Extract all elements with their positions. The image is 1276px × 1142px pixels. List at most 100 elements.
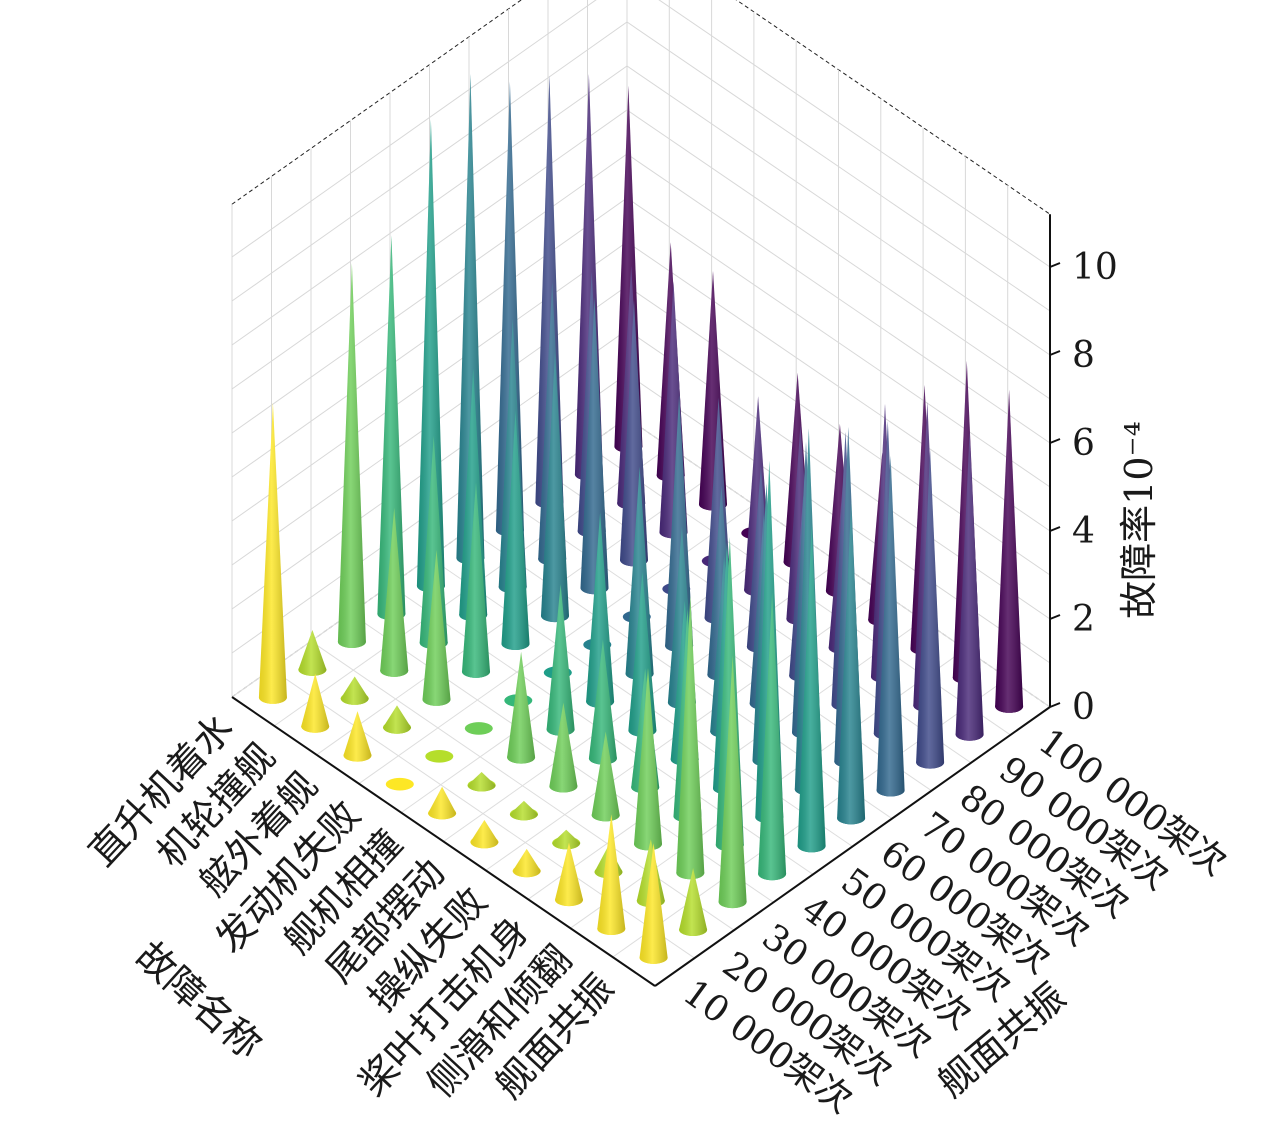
cone-2-1 — [383, 705, 411, 734]
cone-9-5 — [837, 501, 866, 825]
cone-shading — [546, 584, 575, 736]
cone-shading — [340, 676, 369, 705]
cone-1-1 — [340, 676, 369, 705]
cone-shading — [758, 592, 787, 881]
z-tick-label: 2 — [1072, 599, 1095, 640]
cone-shading — [679, 868, 708, 936]
z-grid-line — [231, 0, 1051, 268]
cone-shading — [837, 501, 866, 825]
cone-shading — [876, 455, 905, 797]
cone-base — [425, 750, 454, 763]
cone-9-2 — [718, 655, 747, 909]
cone-5-1 — [509, 800, 538, 821]
z-axis-ticks: 0 2 4 6 8 10 — [1049, 247, 1118, 728]
cone-9-9 — [995, 389, 1024, 713]
cone-1-2 — [380, 507, 409, 677]
cone-shading — [634, 668, 662, 851]
z-tick-mark — [1049, 702, 1061, 708]
cone-6-0 — [512, 848, 541, 878]
cone-shading — [591, 731, 620, 822]
cone-shading — [507, 651, 536, 764]
z-tick-label: 0 — [1072, 687, 1095, 728]
cone-6-1 — [552, 829, 581, 850]
z-tick-mark — [1049, 262, 1061, 268]
cone-9-1 — [679, 868, 708, 936]
cone-shading — [718, 655, 747, 909]
cone-shading — [995, 389, 1024, 713]
cone-shading — [541, 351, 569, 623]
cone-2-3 — [462, 482, 490, 678]
cone-shading — [916, 449, 945, 769]
cone-shading — [422, 549, 451, 706]
cone-3-2 — [464, 722, 493, 735]
cone-shading — [258, 402, 287, 704]
cone-shading — [509, 800, 538, 821]
cone-shading — [588, 639, 617, 765]
fault-axis-line — [231, 696, 656, 987]
cone-shading — [467, 772, 496, 792]
cones-layer — [258, 73, 1024, 964]
cone-2-4 — [501, 410, 530, 650]
fault-name-labels: 直升机着水机轮撞舰舷外着舰发动机失败舰机相撞尾部摆动操纵失败桨叶打击机身侧滑和倾… — [80, 706, 622, 1107]
z-tick-label: 4 — [1072, 511, 1095, 552]
cone-shading — [639, 843, 668, 964]
cone-shading — [428, 786, 457, 820]
floor-grid-line — [310, 640, 735, 931]
cone-shading — [597, 814, 626, 935]
z-tick-mark — [1049, 614, 1061, 620]
cone-7-0 — [555, 842, 583, 907]
cone-9-4 — [797, 524, 826, 853]
cone-9-6 — [876, 455, 905, 797]
cone-5-2 — [549, 702, 578, 793]
cone-9-7 — [916, 449, 945, 769]
cone-4-1 — [467, 772, 496, 792]
cone-3-0 — [385, 777, 414, 791]
cone-2-0 — [343, 711, 372, 762]
cone-shading — [383, 705, 411, 734]
cone-shading — [552, 829, 581, 850]
cone-shading — [797, 524, 826, 853]
cone-shading — [456, 74, 485, 565]
cone-shading — [549, 702, 578, 793]
z-tick-label: 8 — [1072, 335, 1095, 376]
cone-9-0 — [639, 843, 668, 964]
cone-9-8 — [955, 430, 984, 741]
cone-8-0 — [597, 814, 626, 935]
z-tick-mark — [1049, 526, 1061, 532]
cone-base — [464, 722, 493, 735]
flight-axis-line — [654, 706, 1051, 987]
cone-shading — [580, 297, 609, 595]
z-tick-mark — [1049, 350, 1061, 356]
cone-3-1 — [425, 750, 454, 763]
cone-shading — [501, 410, 530, 650]
cone-8-2 — [676, 595, 705, 880]
floor-grid-line — [271, 668, 695, 959]
cone-shading — [337, 263, 366, 648]
cone-9-3 — [758, 592, 787, 881]
cone-shading — [301, 673, 330, 733]
cone-5-0 — [470, 820, 499, 849]
cone-shading — [555, 842, 583, 907]
cone-shading — [586, 512, 615, 708]
z-tick-label: 6 — [1072, 423, 1095, 464]
cone-0-2 — [337, 263, 366, 648]
cone-7-2 — [634, 668, 662, 851]
cone-shading — [512, 848, 541, 878]
cone-base — [385, 777, 414, 791]
cone-6-2 — [591, 731, 620, 822]
cone-shading — [377, 235, 406, 621]
cone-2-2 — [422, 549, 451, 706]
z-tick-mark — [1049, 438, 1061, 444]
cone-0-0 — [258, 402, 287, 704]
cone-4-2 — [507, 651, 536, 764]
z-tick-label: 10 — [1072, 247, 1118, 288]
cone-shading — [676, 595, 705, 880]
x-axis-label: 故障名称 — [127, 933, 269, 1067]
cone-shading — [298, 630, 327, 676]
cone-shading — [955, 430, 984, 741]
z-axis-label: 故障率10⁻⁴ — [1117, 421, 1161, 619]
cone-shading — [470, 820, 499, 849]
cone-shading — [343, 711, 372, 762]
